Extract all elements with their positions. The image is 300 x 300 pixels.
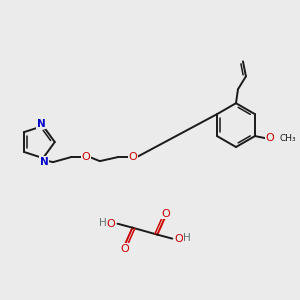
Text: O: O bbox=[106, 219, 115, 229]
Text: H: H bbox=[99, 218, 106, 228]
Text: N: N bbox=[37, 119, 46, 129]
Text: O: O bbox=[120, 244, 129, 254]
Text: H: H bbox=[183, 232, 191, 243]
Text: O: O bbox=[266, 133, 274, 143]
Text: O: O bbox=[82, 152, 90, 162]
Text: N: N bbox=[40, 157, 48, 166]
Text: O: O bbox=[161, 209, 170, 219]
Text: CH₃: CH₃ bbox=[280, 134, 296, 142]
Text: O: O bbox=[175, 234, 184, 244]
Text: O: O bbox=[128, 152, 137, 162]
